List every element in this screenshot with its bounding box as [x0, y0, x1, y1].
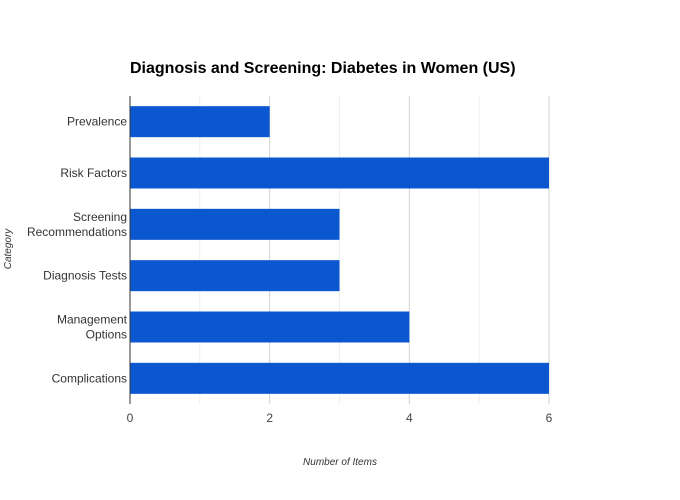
- bar: [130, 106, 270, 138]
- category-labels: Prevalence Risk Factors ScreeningRecommend…: [27, 115, 128, 386]
- category-label: Complications: [52, 371, 127, 385]
- bar: [130, 208, 340, 240]
- bar: [130, 260, 340, 292]
- y-axis-label: Category: [3, 228, 14, 270]
- x-tick-labels: 0 2 4 6: [127, 411, 553, 425]
- x-tick-label: 2: [266, 411, 273, 425]
- bar: [130, 157, 549, 189]
- chart-title: Diagnosis and Screening: Diabetes in Wom…: [130, 60, 516, 77]
- category-label: Recommendations: [27, 225, 127, 239]
- category-label: Risk Factors: [60, 166, 127, 180]
- x-tick-label: 0: [127, 411, 134, 425]
- x-tick-label: 4: [406, 411, 413, 425]
- category-label: Prevalence: [67, 115, 127, 129]
- category-label: Management: [57, 313, 128, 327]
- x-tick-label: 6: [546, 411, 553, 425]
- bar: [130, 362, 549, 394]
- x-axis-label: Number of Items: [303, 457, 377, 468]
- category-label: Diagnosis Tests: [43, 269, 127, 283]
- bar: [130, 311, 410, 343]
- category-label: Options: [86, 328, 127, 342]
- bars: [130, 106, 549, 394]
- gridlines: [199, 96, 550, 404]
- category-label: Screening: [73, 210, 127, 224]
